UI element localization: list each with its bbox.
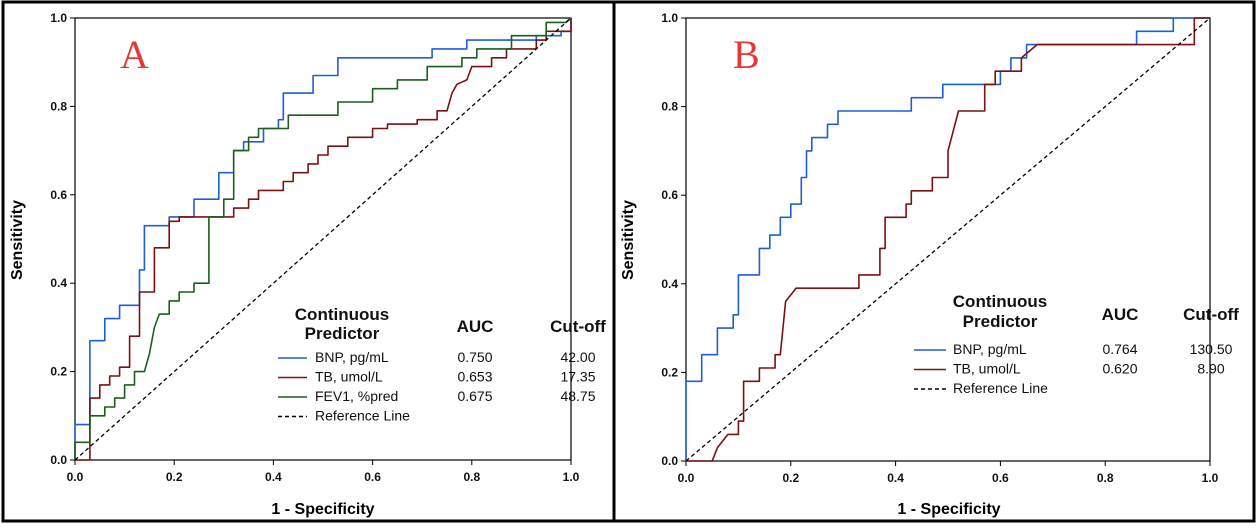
legend-cutoff-fev1-pred: 48.75 [560, 388, 595, 404]
legend-auc-tb-umol-l: 0.620 [1102, 361, 1137, 377]
x-tick-label: 0.2 [782, 471, 799, 485]
series-line-fev1-pred [74, 17, 572, 460]
y-axis-title: Sensitivity [9, 200, 26, 280]
legend-header-auc: AUC [1102, 305, 1139, 324]
legend-label-tb-umol-l: TB, umol/L [953, 361, 1021, 377]
x-axis-title: 1 - Specificity [271, 501, 374, 518]
y-tick-label: 1.0 [661, 11, 678, 25]
y-tick-label: 0.2 [50, 365, 67, 379]
series-line-bnp-pg-ml [74, 18, 572, 460]
legend-header-cutoff: Cut-off [550, 317, 606, 336]
legend-label-tb-umol-l: TB, umol/L [315, 369, 383, 385]
panel-a: A 0.0 0.2 0.4 0.6 0.8 1.0 0.0 0.2 0.4 0.6 0.8 1.0 1 -… [9, 11, 606, 518]
legend-auc-bnp-pg-ml: 0.764 [1102, 341, 1137, 357]
legend-auc-fev1-pred: 0.675 [457, 388, 492, 404]
x-tick-label: 0.4 [887, 471, 904, 485]
x-tick-label: 0.4 [265, 470, 282, 484]
legend-label-reference-line: Reference Line [315, 408, 410, 424]
panel-b-frame [612, 0, 1256, 523]
legend-label-reference-line: Reference Line [953, 380, 1048, 396]
y-tick-label: 0.8 [661, 100, 678, 114]
panel-a-frame [1, 0, 616, 523]
y-tick-label: 0.4 [661, 277, 678, 291]
y-axis-title: Sensitivity [620, 200, 637, 280]
y-tick-label: 0.0 [50, 453, 67, 467]
x-tick-label: 0.6 [364, 470, 381, 484]
series-line-tb-umol-l [686, 17, 1210, 462]
legend-header-predictor: Continuous [953, 292, 1047, 311]
plot-area-frame [685, 17, 1211, 462]
x-tick-label: 0.2 [166, 470, 183, 484]
legend-cutoff-bnp-pg-ml: 130.50 [1190, 341, 1233, 357]
legend-header-auc: AUC [457, 317, 494, 336]
plot-area-frame [74, 17, 572, 461]
x-tick-label: 1.0 [1202, 471, 1219, 485]
legend-auc-bnp-pg-ml: 0.750 [457, 349, 492, 365]
panel-b: B 0.0 0.2 0.4 0.6 0.8 1.0 0.0 0.2 0.4 0.6 0.8 1.0 1 -… [620, 11, 1239, 518]
legend-cutoff-tb-umol-l: 17.35 [560, 369, 595, 385]
legend-header-predictor-2: Predictor [305, 324, 380, 343]
y-tick-label: 0.6 [661, 188, 678, 202]
series-line-reference-line [74, 17, 572, 461]
legend-label-bnp-pg-ml: BNP, pg/mL [315, 349, 389, 365]
x-tick-label: 0.6 [992, 471, 1009, 485]
y-tick-label: 0.6 [50, 188, 67, 202]
legend-cutoff-bnp-pg-ml: 42.00 [560, 349, 595, 365]
panel-label: A [120, 32, 149, 77]
legend-label-fev1-pred: FEV1, %pred [315, 388, 398, 404]
legend-header-cutoff: Cut-off [1183, 305, 1239, 324]
panel-label: B [733, 32, 760, 77]
series-line-reference-line [685, 17, 1211, 462]
y-tick-label: 0.0 [661, 454, 678, 468]
x-axis-title: 1 - Specificity [897, 501, 1000, 518]
x-tick-label: 0.8 [463, 470, 480, 484]
y-tick-label: 1.0 [50, 11, 67, 25]
series-line-tb-umol-l [75, 18, 572, 461]
legend-header-predictor: Continuous [295, 305, 389, 324]
x-tick-label: 0.8 [1097, 471, 1114, 485]
x-tick-label: 0.0 [67, 470, 84, 484]
legend-label-bnp-pg-ml: BNP, pg/mL [953, 341, 1027, 357]
legend-cutoff-tb-umol-l: 8.90 [1197, 361, 1224, 377]
y-tick-label: 0.8 [50, 99, 67, 113]
x-tick-label: 0.0 [678, 471, 695, 485]
y-tick-label: 0.4 [50, 276, 67, 290]
series-line-bnp-pg-ml [685, 17, 1210, 461]
x-tick-label: 1.0 [563, 470, 580, 484]
legend-auc-tb-umol-l: 0.653 [457, 369, 492, 385]
legend-header-predictor-2: Predictor [963, 312, 1038, 331]
y-tick-label: 0.2 [661, 365, 678, 379]
